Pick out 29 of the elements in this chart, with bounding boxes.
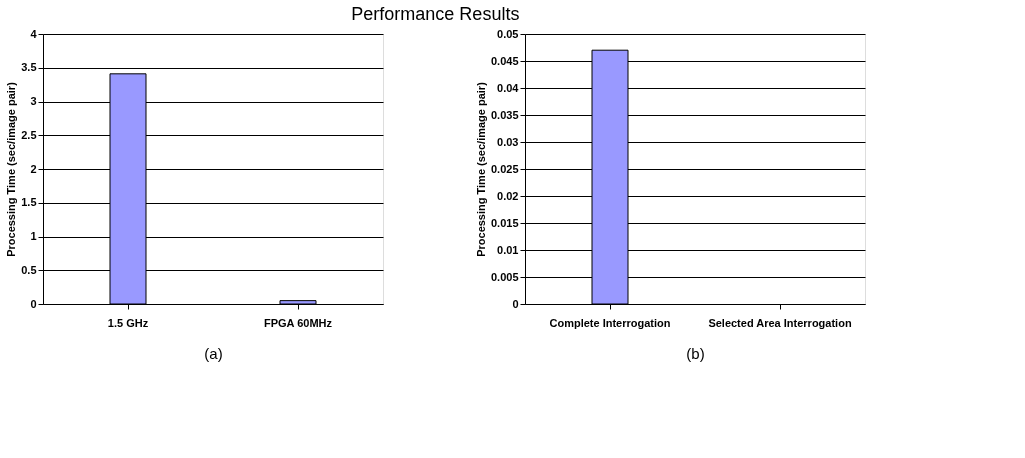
x-axis-title: (b) — [686, 344, 705, 362]
y-tick-label: 0.05 — [497, 27, 519, 40]
y-tick-label: 0.5 — [21, 263, 37, 276]
x-axis-title: (a) — [204, 344, 223, 362]
x-tick-label: 1.5 GHz — [107, 316, 149, 329]
y-axis-title: Processing Time (sec/image pair) — [474, 81, 487, 257]
y-tick-label: 0.015 — [490, 216, 519, 229]
y-tick-label: 2 — [30, 162, 37, 175]
y-tick-label: 2.5 — [21, 128, 37, 141]
y-tick-label: 0.02 — [497, 189, 519, 202]
y-tick-label: 0.005 — [490, 270, 519, 283]
y-tick-label: 0 — [512, 297, 519, 310]
x-tick-label: FPGA 60MHz — [263, 316, 333, 329]
y-tick-label: 1 — [30, 230, 37, 242]
x-tick-label: Complete Interrogation — [549, 316, 671, 329]
y-tick-label: 0 — [30, 297, 37, 310]
y-tick-label: 0.025 — [490, 162, 519, 175]
y-tick-label: 0.04 — [497, 81, 520, 94]
y-tick-label: 4 — [30, 27, 38, 40]
text: Performance Results — [351, 3, 520, 24]
x-tick-label: Selected Area Interrogation — [708, 316, 852, 329]
y-tick-label: 0.01 — [497, 243, 519, 256]
y-tick-label: 3.5 — [21, 61, 37, 74]
y-tick-label: 0.03 — [497, 135, 519, 148]
y-tick-label: 1.5 — [21, 196, 37, 209]
y-tick-label: 0.035 — [490, 108, 519, 121]
y-tick-label: 0.045 — [490, 54, 519, 67]
y-axis-title: Processing Time (sec/image pair) — [5, 81, 18, 257]
y-tick-label: 3 — [30, 95, 37, 107]
